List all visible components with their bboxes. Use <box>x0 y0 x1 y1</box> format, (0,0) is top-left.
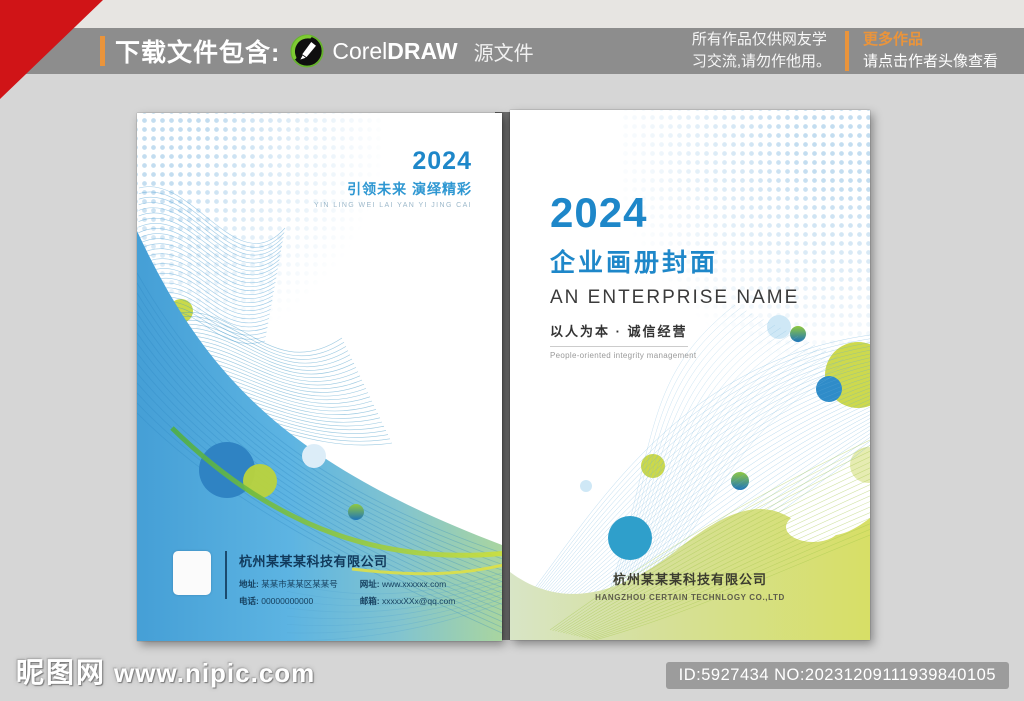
contact-phone-value: 00000000000 <box>261 596 314 606</box>
watermark-url: www.nipic.com <box>114 658 316 688</box>
site-watermark: 昵图网 www.nipic.com <box>16 651 315 691</box>
download-info-bar: 下载文件包含: CorelDRAW 源文件 所有作品仅供网友学 习交流,请勿作他… <box>0 28 1024 74</box>
more-works-block: 更多作品 请点击作者头像查看 <box>863 29 998 74</box>
front-cover-company-name: 杭州某某某科技有限公司 <box>612 572 767 587</box>
coreldraw-label-regular: Corel <box>332 37 388 64</box>
coreldraw-label: CorelDRAW <box>332 38 457 65</box>
contact-grid: 地址: 某某市某某区某某号 网址: www.xxxxxx.com 电话: 000… <box>239 578 455 607</box>
bar-right-group: 所有作品仅供网友学 习交流,请勿作他用。 更多作品 请点击作者头像查看 <box>692 29 1024 74</box>
front-cover-company-block: 杭州某某某科技有限公司 HANGZHOU CERTAIN TECHNLOGY C… <box>510 569 870 602</box>
back-cover-artwork <box>137 186 502 641</box>
brochure-front-cover: 2024 企业画册封面 AN ENTERPRISE NAME 以人为本 · 诚信… <box>510 110 870 640</box>
front-cover-subtitle: AN ENTERPRISE NAME <box>550 287 800 308</box>
back-cover-contact-text: 杭州某某某科技有限公司 地址: 某某市某某区某某号 网址: www.xxxxxx… <box>239 551 455 607</box>
image-id-badge: ID:5927434 NO:20231209111939840105 <box>665 662 1009 689</box>
watermark-site-name: 昵图网 <box>16 657 107 688</box>
contact-website: 网址: www.xxxxxx.com <box>360 578 456 590</box>
top-strip <box>0 0 1024 28</box>
back-cover-company-name: 杭州某某某科技有限公司 <box>239 554 388 569</box>
coreldraw-icon <box>290 34 324 68</box>
back-cover-slogan-pinyin: YIN LING WEI LAI YAN YI JING CAI <box>314 202 472 209</box>
brochure-back-cover: 2024 引领未来 演绎精彩 YIN LING WEI LAI YAN YI J… <box>137 113 502 641</box>
front-cover-tagline-en: People-oriented integrity management <box>550 351 697 360</box>
includes-label: 下载文件包含: <box>115 39 281 67</box>
divider-line <box>225 551 227 599</box>
contact-phone: 电话: 00000000000 <box>239 595 338 607</box>
source-file-label: 源文件 <box>473 42 534 65</box>
front-cover-year: 2024 <box>550 189 648 236</box>
contact-address-label: 地址: <box>239 579 259 589</box>
contact-phone-label: 电话: <box>239 596 259 606</box>
contact-website-value: www.xxxxxx.com <box>381 579 447 589</box>
contact-website-label: 网址: <box>359 579 380 589</box>
contact-address: 地址: 某某市某某区某某号 <box>239 578 338 590</box>
contact-address-value: 某某市某某区某某号 <box>261 579 338 589</box>
more-works-hint: 请点击作者头像查看 <box>862 53 998 70</box>
front-cover-company-name-en: HANGZHOU CERTAIN TECHNLOGY CO.,LTD <box>595 593 785 602</box>
usage-notice-line2: 习交流,请勿作他用。 <box>691 53 831 70</box>
front-cover-artwork <box>510 304 870 640</box>
qr-code-placeholder <box>173 551 211 595</box>
back-cover-slogan: 引领未来 演绎精彩 <box>347 181 472 197</box>
more-works-label: 更多作品 <box>862 30 923 48</box>
back-cover-contact-block: 杭州某某某科技有限公司 地址: 某某市某某区某某号 网址: www.xxxxxx… <box>173 551 455 607</box>
orange-tick <box>100 36 105 66</box>
orange-divider <box>844 31 849 71</box>
contact-email-label: 邮箱: <box>359 596 380 606</box>
front-cover-tagline: 以人为本 · 诚信经营 <box>550 321 688 347</box>
front-cover-title: 企业画册封面 <box>550 249 719 277</box>
contact-email-value: xxxxxXXx@qq.com <box>381 596 456 606</box>
usage-notice-line1: 所有作品仅供网友学 <box>691 30 827 48</box>
back-cover-title-block: 2024 引领未来 演绎精彩 YIN LING WEI LAI YAN YI J… <box>314 147 472 209</box>
back-cover-year: 2024 <box>412 147 472 175</box>
contact-email: 邮箱: xxxxxXXx@qq.com <box>360 595 456 607</box>
usage-notice: 所有作品仅供网友学 习交流,请勿作他用。 <box>692 29 831 74</box>
coreldraw-label-bold: DRAW <box>387 37 458 64</box>
front-cover-title-block: 2024 企业画册封面 AN ENTERPRISE NAME 以人为本 · 诚信… <box>550 192 799 360</box>
